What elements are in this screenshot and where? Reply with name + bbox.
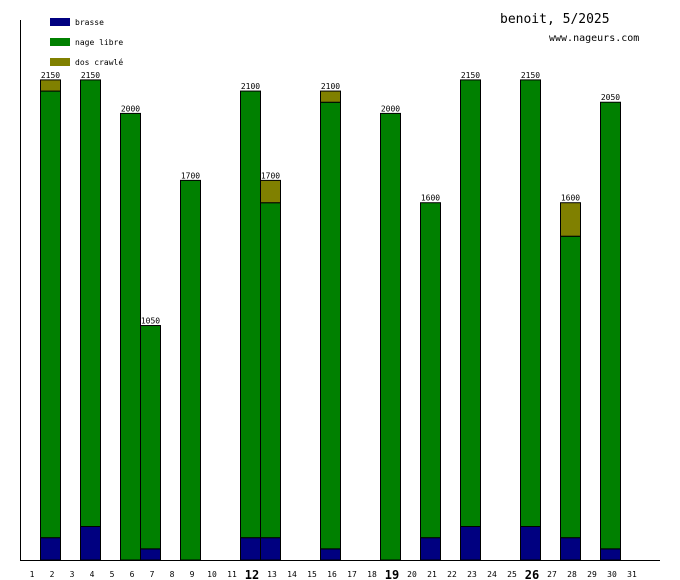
legend-label-nage-libre: nage libre [75,38,123,47]
bar-segment-day-23-brasse [460,526,481,561]
x-tick-label-10: 10 [207,570,217,579]
x-tick-label-12: 12 [245,568,259,580]
x-tick-label-4: 4 [90,570,95,579]
x-tick-label-24: 24 [487,570,497,579]
total-label-day-12: 2100 [241,82,260,91]
legend-label-brasse: brasse [75,18,104,27]
bar-segment-day-2-nage-libre [40,90,61,539]
x-tick-label-5: 5 [110,570,115,579]
legend-label-dos-crawle: dos crawlé [75,57,123,67]
x-tick-label-28: 28 [567,570,577,579]
x-tick-label-9: 9 [190,570,195,579]
bar-segment-day-19-nage-libre [380,112,401,561]
x-tick-label-15: 15 [307,570,317,579]
bar-segment-day-16-dos-crawlé [320,90,341,103]
legend: brasse nage libre dos crawlé [50,18,123,67]
bar-segment-day-2-brasse [40,537,61,561]
total-label-day-7: 1050 [141,317,160,326]
bar-segment-day-23-nage-libre [460,79,481,528]
x-tick-label-18: 18 [367,570,377,579]
bar-segment-day-6-nage-libre [120,112,141,561]
total-label-day-19: 2000 [381,104,400,113]
total-label-day-23: 2150 [461,71,480,80]
x-tick-label-17: 17 [347,570,357,579]
total-label-day-9: 1700 [181,171,200,180]
legend-swatch-nage-libre [50,38,70,46]
x-tick-label-21: 21 [427,570,437,579]
x-tick-label-23: 23 [467,570,477,579]
x-tick-label-20: 20 [407,570,417,579]
bar-segment-day-13-brasse [260,537,281,561]
bars-group [40,79,621,561]
total-labels-group: 2150 2150 2000 1050 1700 2100 1700 2100 2000 1600… [41,71,620,326]
x-tick-label-6: 6 [130,570,135,579]
total-label-day-26: 2150 [521,71,540,80]
bar-segment-day-16-brasse [320,548,341,561]
x-tick-label-11: 11 [227,570,237,579]
total-label-day-13: 1700 [261,171,280,180]
x-tick-label-7: 7 [150,570,155,579]
bar-segment-day-30-brasse [600,548,621,561]
x-tick-label-22: 22 [447,570,457,579]
legend-swatch-brasse [50,18,70,26]
bar-segment-day-12-brasse [240,537,261,561]
bar-segment-day-28-dos-crawlé [560,202,581,237]
x-tick-label-13: 13 [267,570,277,579]
bar-segment-day-26-brasse [520,526,541,561]
bar-segment-day-7-nage-libre [140,325,161,550]
x-tick-label-16: 16 [327,570,337,579]
total-label-day-2: 2150 [41,71,60,80]
bar-segment-day-2-dos-crawlé [40,79,61,92]
total-label-day-6: 2000 [121,104,140,113]
total-label-day-21: 1600 [421,194,440,203]
x-tick-label-2: 2 [50,570,55,579]
bar-segment-day-26-nage-libre [520,79,541,528]
bar-segment-day-21-brasse [420,537,441,561]
x-tick-label-3: 3 [70,570,75,579]
x-tick-label-19: 19 [385,568,399,580]
x-tick-label-8: 8 [170,570,175,579]
x-tick-label-1: 1 [30,570,35,579]
site-url: www.nageurs.com [549,33,639,44]
x-tick-label-31: 31 [627,570,637,579]
bar-segment-day-28-nage-libre [560,235,581,539]
x-tick-label-27: 27 [547,570,557,579]
bar-segment-day-13-dos-crawlé [260,179,281,204]
bar-segment-day-28-brasse [560,537,581,561]
total-label-day-30: 2050 [601,93,620,102]
bar-segment-day-13-nage-libre [260,202,281,539]
bar-segment-day-9-nage-libre [180,179,201,561]
x-tick-label-25: 25 [507,570,517,579]
x-tick-labels-group: 1 2 3 4 5 6 7 8 9 10 11 12 13 14 15 16 17 18 19 20 21 22 23 24 2… [30,568,637,580]
total-label-day-16: 2100 [321,82,340,91]
legend-swatch-dos-crawle [50,58,70,66]
bar-segment-day-30-nage-libre [600,101,621,550]
bar-segment-day-7-brasse [140,548,161,561]
x-tick-label-30: 30 [607,570,617,579]
bar-segment-day-21-nage-libre [420,202,441,539]
bar-segment-day-12-nage-libre [240,90,261,539]
x-tick-label-26: 26 [525,568,539,580]
bar-segment-day-16-nage-libre [320,101,341,550]
total-label-day-28: 1600 [561,194,580,203]
bar-segment-day-4-brasse [80,526,101,561]
total-label-day-4: 2150 [81,71,100,80]
bar-segment-day-4-nage-libre [80,79,101,528]
x-tick-label-29: 29 [587,570,597,579]
chart-title: benoit, 5/2025 [500,12,610,27]
x-tick-label-14: 14 [287,570,297,579]
